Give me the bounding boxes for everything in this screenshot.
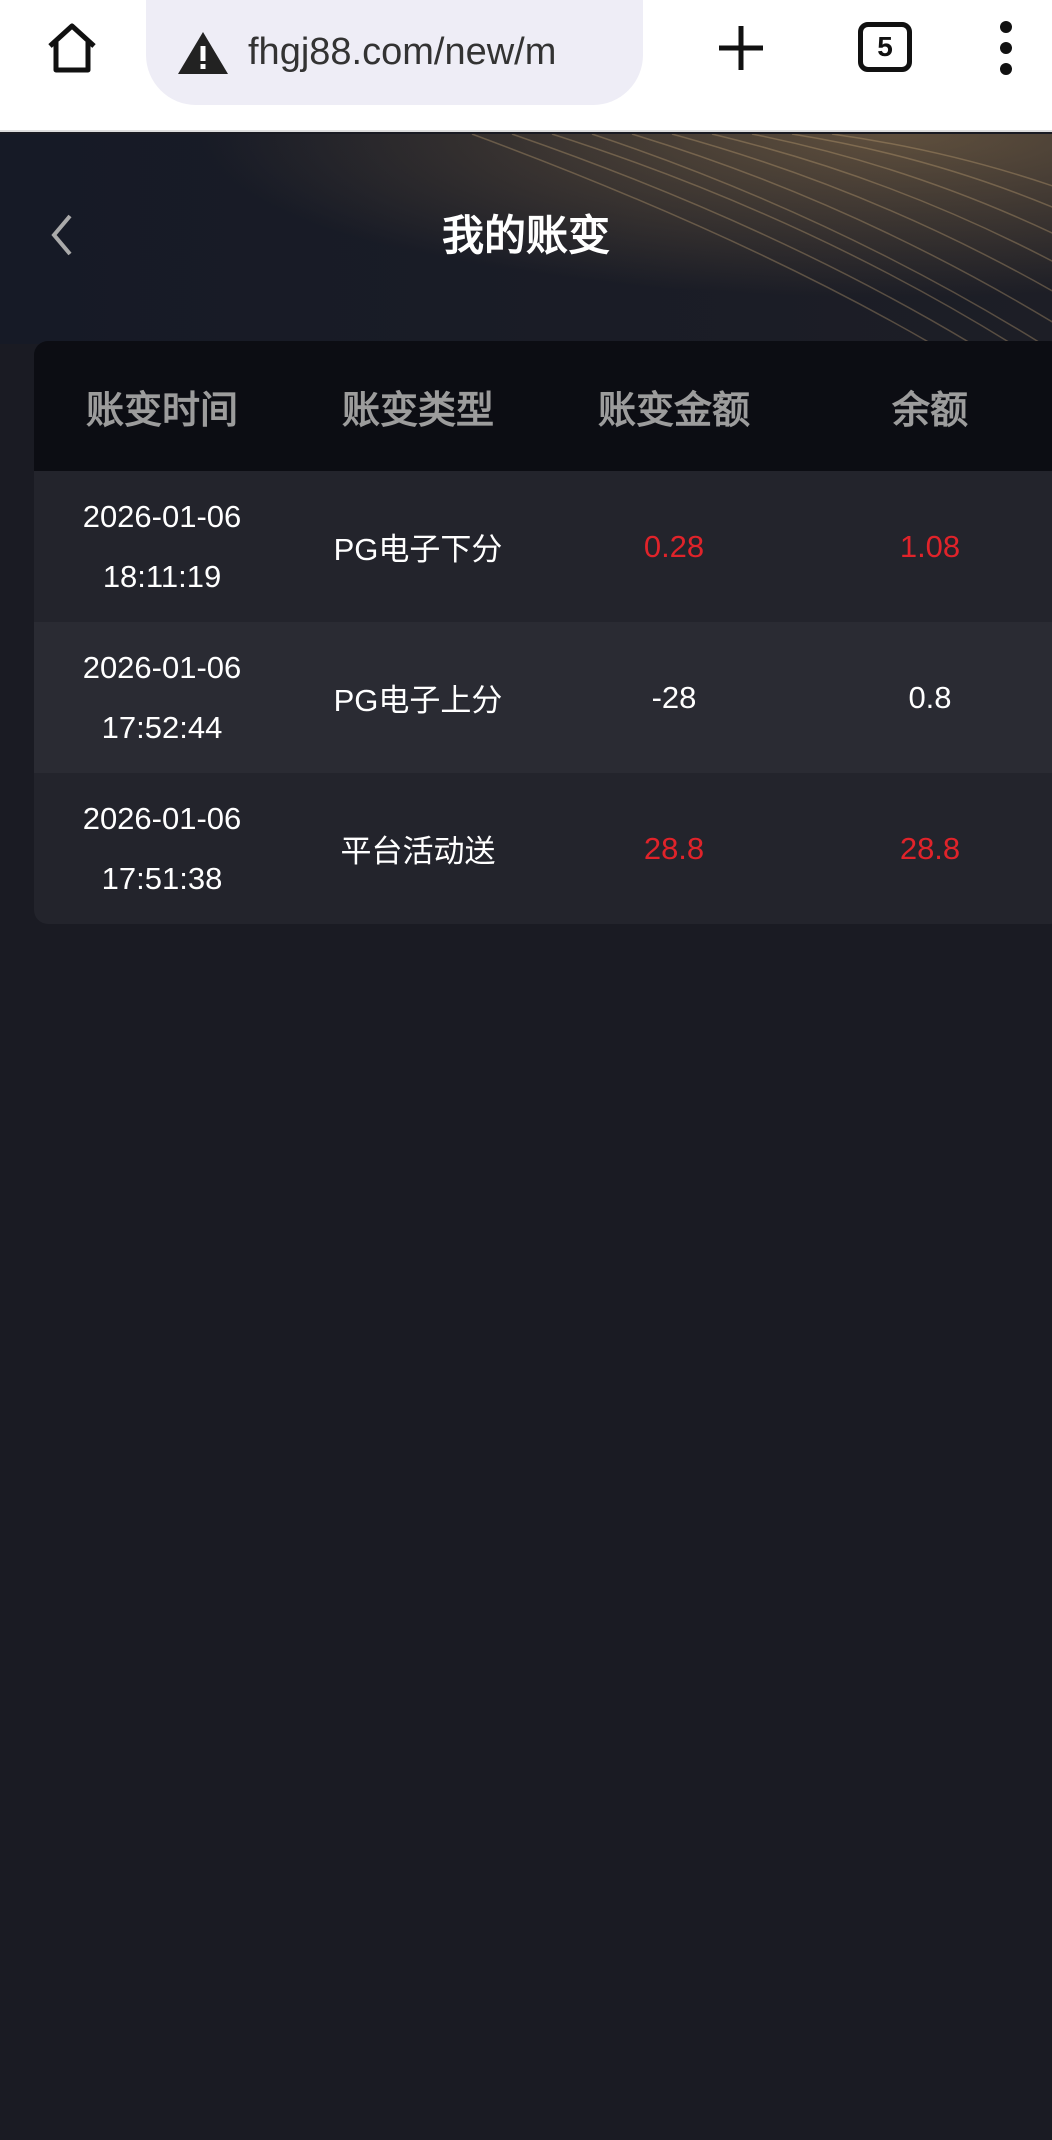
cell-type: PG电子上分 (333, 683, 503, 718)
url-text: fhgj88.com/new/m (248, 31, 557, 73)
decorative-lines (471, 134, 1052, 344)
warning-icon[interactable] (176, 30, 230, 76)
back-icon[interactable] (46, 210, 76, 260)
time: 17:51:38 (101, 860, 223, 896)
cell-time: 2026-01-06 18:11:19 (34, 487, 290, 607)
tabs-button[interactable]: 5 (858, 22, 912, 72)
cell-balance: 1.08 (899, 528, 961, 564)
table-row: 2026-01-06 18:11:19 PG电子下分 0.28 1.08 (34, 471, 1052, 622)
cell-type: PG电子下分 (333, 532, 503, 567)
column-header-type: 账变类型 (341, 389, 494, 432)
date: 2026-01-06 (82, 800, 242, 836)
column-header-balance: 余额 (891, 389, 968, 432)
transaction-table: 账变时间 账变类型 账变金额 余额 2026-01-06 18:11:19 PG电… (34, 341, 1052, 924)
time: 18:11:19 (102, 558, 222, 594)
table-row: 2026-01-06 17:52:44 PG电子上分 -28 0.8 (34, 622, 1052, 773)
table-row: 2026-01-06 17:51:38 平台活动送 28.8 28.8 (34, 773, 1052, 924)
cell-balance: 0.8 (908, 679, 952, 715)
page-header (0, 134, 1052, 344)
cell-amount: 28.8 (643, 830, 705, 866)
column-header-amount: 账变金额 (597, 389, 750, 432)
cell-balance: 28.8 (899, 830, 961, 866)
date: 2026-01-06 (82, 498, 242, 534)
time: 17:52:44 (101, 709, 223, 745)
date: 2026-01-06 (82, 649, 242, 685)
column-header-time: 账变时间 (85, 389, 238, 432)
cell-time: 2026-01-06 17:51:38 (34, 789, 290, 909)
page-title: 我的账变 (441, 212, 610, 259)
menu-icon[interactable] (996, 20, 1016, 76)
address-bar[interactable]: fhgj88.com/new/m (146, 0, 643, 105)
cell-amount: 0.28 (643, 528, 705, 564)
cell-type: 平台活动送 (340, 834, 496, 869)
cell-time: 2026-01-06 17:52:44 (34, 638, 290, 758)
cell-amount: -28 (651, 679, 697, 715)
table-header: 账变时间 账变类型 账变金额 余额 (34, 341, 1052, 471)
plus-icon[interactable] (715, 22, 767, 74)
home-icon[interactable] (44, 20, 100, 76)
browser-toolbar: fhgj88.com/new/m 5 (0, 0, 1052, 132)
